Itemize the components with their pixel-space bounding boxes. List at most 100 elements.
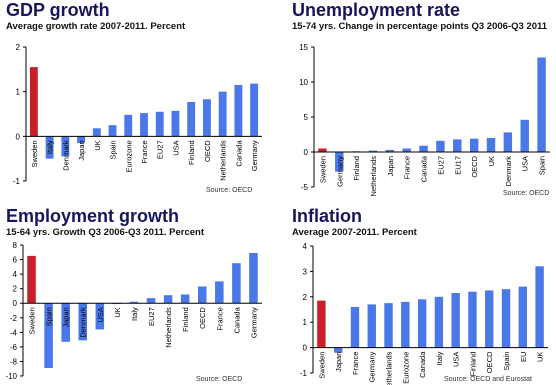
category-label: Finland	[187, 140, 196, 165]
category-label: Japan	[386, 156, 395, 176]
category-label: Sweden	[28, 307, 37, 334]
bar-germany	[335, 152, 344, 172]
y-tick-label: 1	[16, 88, 21, 97]
chart-subtitle: 15-74 yrs. Change in percentage points Q…	[292, 21, 548, 32]
bar-usa	[451, 292, 460, 348]
category-label: EU	[519, 352, 528, 362]
y-tick-label: 4	[13, 270, 18, 279]
bar-spain	[108, 125, 117, 137]
bar-oecd	[469, 138, 479, 152]
category-label: Sweden	[30, 140, 39, 167]
bar-netherlands	[384, 303, 393, 348]
bar-netherlands	[368, 150, 378, 152]
category-label: Netherlands	[369, 156, 378, 197]
bar-oecd	[485, 290, 494, 348]
bar-canada	[234, 84, 243, 137]
bar-canada	[419, 145, 428, 152]
bar-japan	[77, 136, 85, 144]
bar-italy	[129, 301, 139, 304]
bar-eu17	[453, 139, 462, 152]
category-label: UK	[487, 156, 496, 166]
category-label: Sweden	[318, 156, 327, 183]
y-tick-label: 10	[299, 78, 308, 87]
panel-gdp-growth: GDP growth Average growth rate 2007-2011…	[0, 0, 270, 194]
y-tick-label: 0	[16, 132, 21, 141]
bar-sweden	[29, 67, 38, 137]
panel-employment-growth: Employment growth 15-64 yrs. Growth Q3 2…	[0, 206, 270, 385]
y-tick-label: -4	[10, 328, 18, 337]
y-tick-label: -1	[13, 177, 21, 186]
category-label: Eurozone	[401, 352, 410, 384]
category-label: Italy	[435, 351, 444, 365]
category-label: EU27	[156, 140, 165, 159]
category-label: USA	[96, 307, 105, 322]
chart-source: Source: OECD and Eurostat	[444, 376, 532, 383]
bar-eu27	[155, 111, 164, 137]
category-label: Canada	[420, 155, 429, 182]
category-label: Finland	[352, 156, 361, 181]
category-label: Netherlands	[385, 351, 394, 385]
category-label: Italy	[130, 307, 139, 321]
bar-canada	[232, 263, 241, 304]
category-label: UK	[536, 352, 545, 362]
bar-denmark	[503, 132, 513, 152]
y-tick-label: -8	[10, 357, 18, 366]
y-tick-label: -2	[10, 314, 18, 323]
category-label: Spain	[109, 140, 118, 159]
bar-usa	[95, 303, 105, 330]
category-label: Denmark	[504, 156, 513, 187]
y-tick-label: 3	[303, 267, 308, 276]
bar-finland	[180, 294, 190, 304]
y-tick-label: -1	[300, 369, 308, 378]
y-tick-label: 15	[299, 43, 308, 52]
category-label: Germany	[249, 307, 258, 338]
category-label: Spain	[502, 352, 511, 371]
category-label: Italy	[46, 140, 55, 154]
panel-inflation: Inflation Average 2007-2011. Percent -1 0…	[286, 206, 556, 385]
bar-japan	[385, 149, 395, 152]
bar-eurozone	[124, 114, 133, 137]
bar-italy	[434, 296, 444, 348]
bar-canada	[417, 299, 427, 348]
category-label: Germany	[368, 351, 377, 382]
bar-eurozone	[401, 301, 410, 348]
chart-subtitle: Average 2007-2011. Percent	[292, 227, 417, 238]
category-label: Japan	[77, 140, 86, 160]
category-label: Netherlands	[219, 140, 228, 181]
y-tick-label: 2	[13, 285, 18, 294]
bar-finland	[187, 101, 196, 137]
bar-denmark	[78, 303, 88, 341]
y-tick-label: -6	[10, 343, 18, 352]
category-label: Spain	[45, 307, 54, 326]
y-tick-label: 2	[303, 293, 308, 302]
y-tick-label: 8	[13, 241, 18, 250]
bar-japan	[333, 347, 343, 353]
chart-subtitle: Average growth rate 2007-2011. Percent	[6, 21, 186, 32]
bar-germany	[250, 83, 259, 137]
category-label: France	[215, 307, 224, 330]
bar-denmark	[61, 136, 70, 157]
inflation-chart: -1 0 1 2 3 4 Sweden Japan France Germany Netherlan…	[300, 242, 548, 385]
employment-growth-chart: -10 -8 -6 -4 -2 0 2 4 6 8 Sweden Spain Japan Denmark U…	[5, 241, 262, 381]
category-label: France	[403, 156, 412, 179]
category-label: Japan	[334, 352, 343, 372]
bar-uk	[486, 138, 496, 152]
chart-title: Unemployment rate	[292, 0, 461, 20]
category-label: Denmark	[61, 140, 70, 171]
y-tick-label: 1	[303, 318, 308, 327]
y-tick-label: 4	[303, 242, 308, 251]
category-label: OECD	[470, 155, 479, 177]
bar-france	[402, 148, 411, 152]
bar-france	[140, 113, 148, 137]
bar-eu	[518, 286, 528, 348]
y-tick-label: 0	[304, 148, 309, 157]
bar-germany	[367, 304, 376, 348]
bar-france	[350, 306, 360, 348]
bar-sweden	[27, 255, 36, 304]
category-label: Germany	[250, 140, 259, 171]
category-label: Canada	[418, 351, 427, 378]
category-label: EU17	[453, 156, 462, 175]
chart-title: GDP growth	[6, 0, 110, 20]
bar-italy	[45, 136, 54, 159]
bar-germany	[249, 253, 258, 304]
